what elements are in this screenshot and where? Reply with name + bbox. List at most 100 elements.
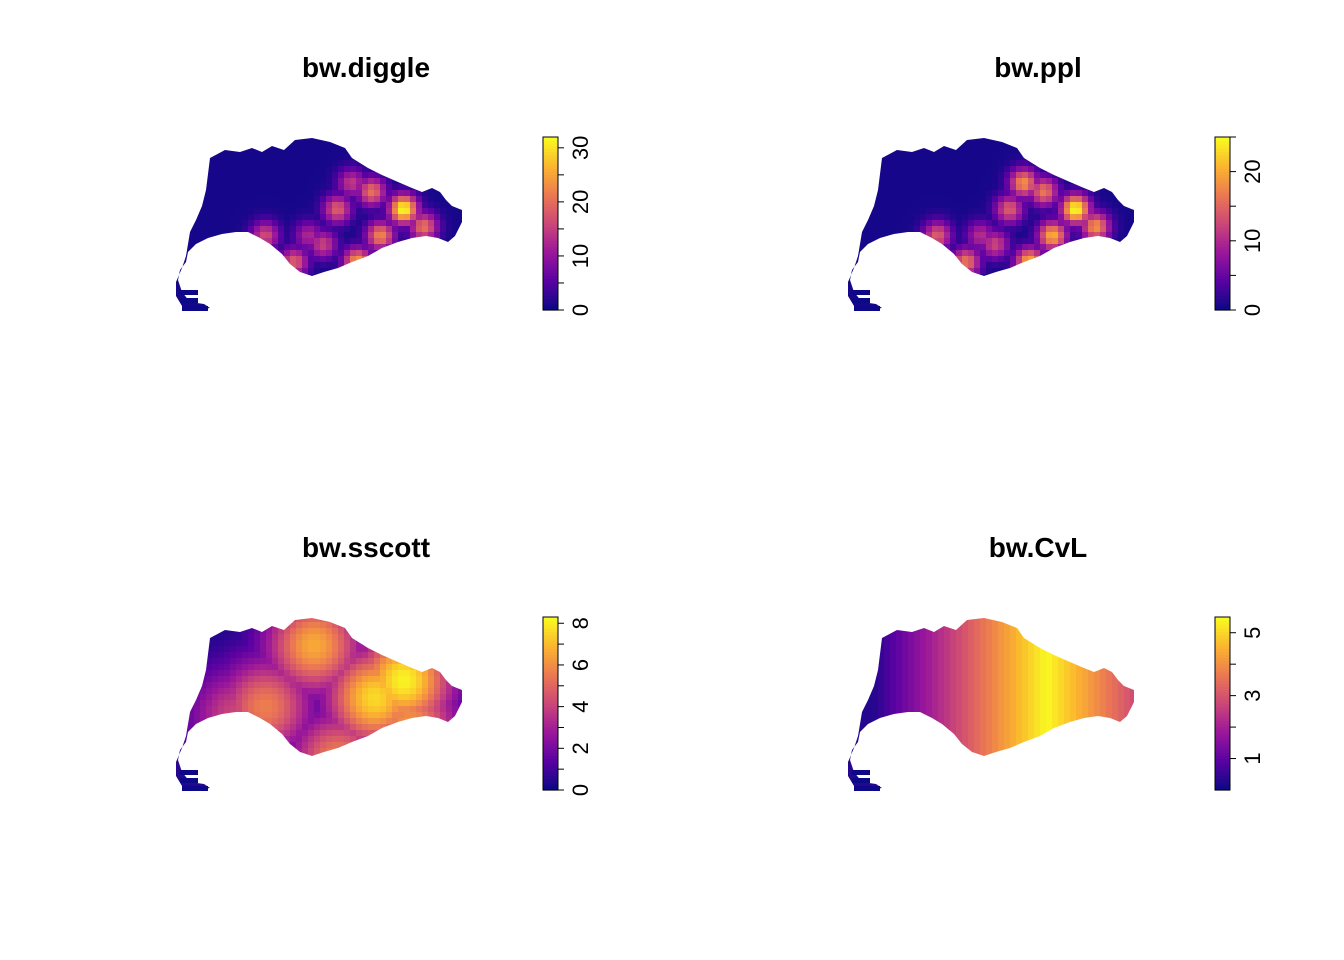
density-cell bbox=[1046, 160, 1052, 166]
density-cell bbox=[248, 676, 254, 682]
density-cell bbox=[266, 250, 272, 256]
density-cell bbox=[194, 652, 200, 658]
density-cell bbox=[860, 202, 866, 208]
density-cell bbox=[242, 280, 248, 286]
density-cell bbox=[272, 262, 278, 268]
density-cell bbox=[1076, 646, 1082, 652]
density-cell bbox=[434, 268, 440, 274]
density-cell bbox=[224, 232, 230, 238]
density-cell bbox=[848, 166, 854, 172]
density-cell bbox=[338, 760, 344, 766]
density-cell bbox=[242, 646, 248, 652]
density-cell bbox=[1058, 154, 1064, 160]
density-cell bbox=[440, 184, 446, 190]
density-cell bbox=[290, 292, 296, 298]
density-cell bbox=[950, 166, 956, 172]
density-cell bbox=[248, 682, 254, 688]
density-cell bbox=[884, 142, 890, 148]
density-cell bbox=[332, 682, 338, 688]
density-cell bbox=[434, 670, 440, 676]
density-cell bbox=[368, 250, 374, 256]
density-cell bbox=[260, 142, 266, 148]
density-cell bbox=[272, 736, 278, 742]
density-cell bbox=[272, 196, 278, 202]
density-cell bbox=[1034, 640, 1040, 646]
density-cell bbox=[938, 148, 944, 154]
density-cell bbox=[200, 190, 206, 196]
density-cell bbox=[344, 142, 350, 148]
density-cell bbox=[290, 682, 296, 688]
density-cell bbox=[350, 232, 356, 238]
density-cell bbox=[290, 670, 296, 676]
density-cell bbox=[1088, 622, 1094, 628]
density-cell bbox=[1052, 184, 1058, 190]
density-cell bbox=[224, 256, 230, 262]
density-cell bbox=[260, 718, 266, 724]
density-cell bbox=[848, 670, 854, 676]
colorbar-segment bbox=[1215, 162, 1230, 167]
density-cell bbox=[320, 634, 326, 640]
density-cell bbox=[410, 640, 416, 646]
density-cell bbox=[404, 718, 410, 724]
density-cell bbox=[398, 664, 404, 670]
density-cell bbox=[1118, 244, 1124, 250]
density-cell bbox=[950, 142, 956, 148]
density-cell bbox=[302, 226, 308, 232]
density-cell bbox=[896, 268, 902, 274]
density-cell bbox=[398, 766, 404, 772]
density-cell bbox=[176, 214, 182, 220]
density-cell bbox=[332, 268, 338, 274]
density-cell bbox=[380, 742, 386, 748]
density-cell bbox=[1106, 244, 1112, 250]
density-cell bbox=[320, 226, 326, 232]
density-cell bbox=[194, 730, 200, 736]
density-cell bbox=[1004, 172, 1010, 178]
density-cell bbox=[254, 292, 260, 298]
density-cell bbox=[362, 172, 368, 178]
density-cell bbox=[338, 172, 344, 178]
density-cell bbox=[182, 160, 188, 166]
density-cell bbox=[386, 694, 392, 700]
density-cell bbox=[230, 688, 236, 694]
density-cell bbox=[860, 634, 866, 640]
density-cell bbox=[950, 618, 956, 622]
density-cell bbox=[1100, 142, 1106, 148]
density-cell bbox=[1016, 274, 1022, 280]
panel-title: bw.ppl bbox=[994, 52, 1082, 83]
density-cell bbox=[272, 232, 278, 238]
density-cell bbox=[956, 628, 962, 634]
density-cell bbox=[1040, 652, 1046, 658]
density-cell bbox=[1046, 286, 1052, 292]
density-cell bbox=[1046, 138, 1052, 142]
colorbar-segment bbox=[1215, 188, 1230, 193]
density-cell bbox=[206, 178, 212, 184]
density-cell bbox=[284, 274, 290, 280]
density-cell bbox=[314, 658, 320, 664]
density-cell bbox=[254, 280, 260, 286]
density-cell bbox=[452, 718, 458, 724]
density-cell bbox=[1082, 220, 1088, 226]
density-cell bbox=[1124, 226, 1130, 232]
density-cell bbox=[368, 790, 374, 796]
density-cell bbox=[284, 748, 290, 754]
colorbar-segment bbox=[543, 142, 558, 147]
density-cell bbox=[1046, 304, 1052, 310]
density-cell bbox=[452, 658, 458, 664]
density-cell bbox=[1106, 190, 1112, 196]
density-cell bbox=[974, 634, 980, 640]
density-cell bbox=[230, 694, 236, 700]
density-cell bbox=[302, 790, 308, 796]
density-cell bbox=[452, 214, 458, 220]
density-cell bbox=[908, 238, 914, 244]
density-cell bbox=[872, 256, 878, 262]
density-cell bbox=[350, 784, 356, 790]
density-cell bbox=[884, 298, 890, 304]
density-cell bbox=[1076, 166, 1082, 172]
density-cell bbox=[260, 202, 266, 208]
density-cell bbox=[992, 142, 998, 148]
density-cell bbox=[248, 652, 254, 658]
density-cell bbox=[374, 640, 380, 646]
density-cell bbox=[422, 214, 428, 220]
density-cell bbox=[380, 310, 386, 316]
